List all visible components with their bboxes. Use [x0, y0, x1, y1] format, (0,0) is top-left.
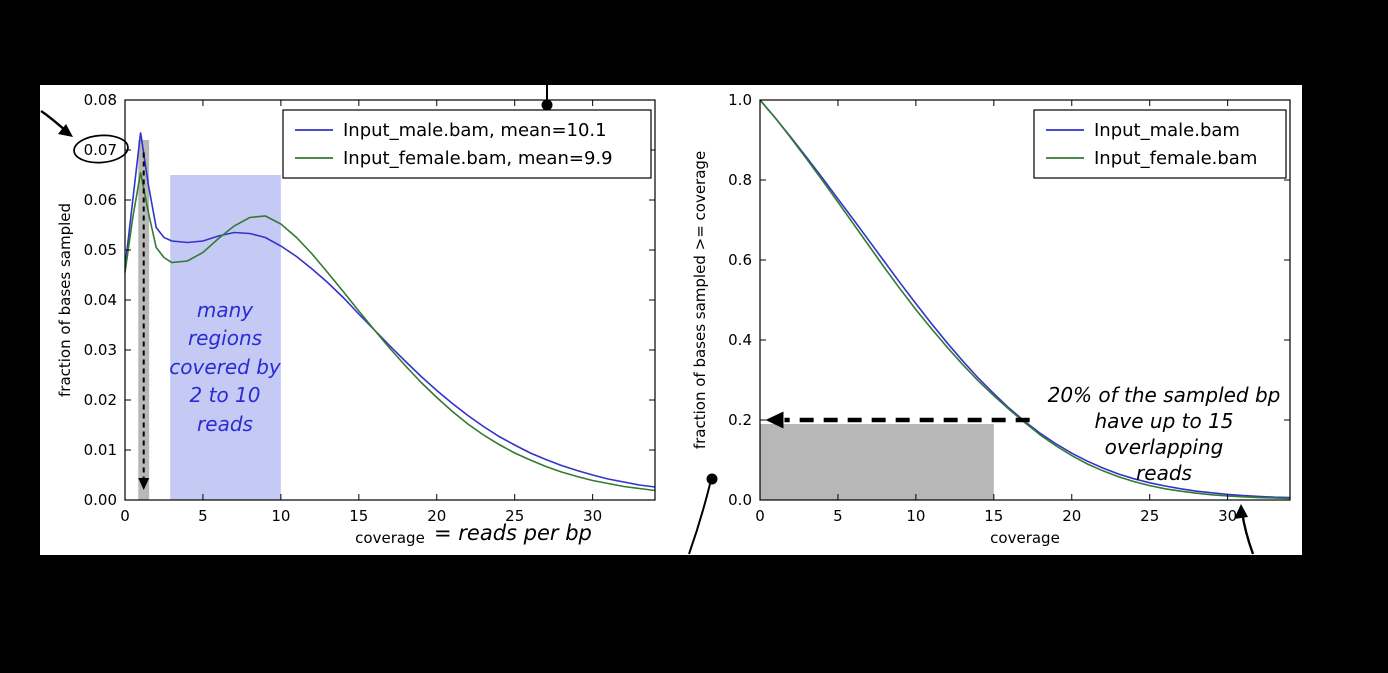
y-tick-label: 0.6 — [728, 251, 752, 269]
y-tick-label: 0.07 — [84, 141, 117, 159]
y-tick-label: 0.0 — [728, 491, 752, 509]
y-tick-label: 0.2 — [728, 411, 752, 429]
series-line-female — [759, 99, 1291, 500]
y-tick-label: 0.02 — [84, 391, 117, 409]
legend-label-female: Input_female.bam — [1094, 148, 1257, 169]
dashed-arrow-head — [138, 478, 150, 490]
coverage-ccdf-plot: 0 5 10 15 20 25 30 0.0 0.2 0.4 0.6 0.8 1.0 coverage fr… — [691, 91, 1291, 547]
y-tick-label: 1.0 — [728, 91, 752, 109]
legend-label-male: Input_male.bam — [1094, 120, 1240, 141]
legend-box — [1033, 109, 1287, 179]
y-tick-label: 0.04 — [84, 291, 117, 309]
y-tick-label: 0.4 — [728, 331, 752, 349]
legend-box — [282, 109, 652, 179]
many-regions-annotation: many regions covered by 2 to 10 reads — [169, 298, 281, 436]
x-axis-label: coverage — [990, 529, 1060, 547]
x-tick-label: 20 — [1062, 507, 1081, 525]
y-tick-label: 0.08 — [84, 91, 117, 109]
x-tick-label: 30 — [583, 507, 602, 525]
twenty-percent-annotation: 20% of the sampled bp have up to 15 over… — [1047, 383, 1281, 485]
x-tick-label: 20 — [427, 507, 446, 525]
y-tick-label: 0.06 — [84, 191, 117, 209]
y-tick-label: 0.01 — [84, 441, 117, 459]
shaded-region — [138, 140, 150, 500]
shaded-region — [760, 424, 994, 500]
y-tick-label: 0.8 — [728, 171, 752, 189]
x-tick-label: 10 — [271, 507, 290, 525]
x-tick-label: 0 — [755, 507, 765, 525]
coverage-histogram-plot: 0 5 10 15 20 25 30 0.00 0.01 0.02 0.03 0.04 0.05 0.06… — [56, 91, 656, 547]
x-tick-label: 15 — [349, 507, 368, 525]
x-tick-label: 15 — [984, 507, 1003, 525]
x-tick-label: 25 — [1140, 507, 1159, 525]
axes-box — [759, 99, 1291, 501]
x-tick-label: 5 — [833, 507, 843, 525]
legend-label-female: Input_female.bam, mean=9.9 — [343, 148, 613, 169]
dashed-arrow-head — [765, 411, 784, 429]
legend-label-male: Input_male.bam, mean=10.1 — [343, 120, 607, 141]
x-tick-label: 25 — [505, 507, 524, 525]
x-tick-label: 0 — [120, 507, 130, 525]
x-tick-label: 10 — [906, 507, 925, 525]
x-tick-label: 30 — [1218, 507, 1237, 525]
y-axis-label: fraction of bases sampled — [56, 203, 74, 397]
y-tick-label: 0.00 — [84, 491, 117, 509]
y-tick-label: 0.03 — [84, 341, 117, 359]
series-line-male — [124, 132, 656, 488]
x-tick-label: 5 — [198, 507, 208, 525]
reads-per-bp-annotation: = reads per bp — [434, 521, 592, 545]
y-tick-label: 0.05 — [84, 241, 117, 259]
y-axis-label: fraction of bases sampled >= coverage — [691, 151, 709, 449]
series-line-female — [124, 172, 656, 492]
shaded-region — [170, 175, 281, 500]
x-axis-label: coverage — [355, 529, 425, 547]
